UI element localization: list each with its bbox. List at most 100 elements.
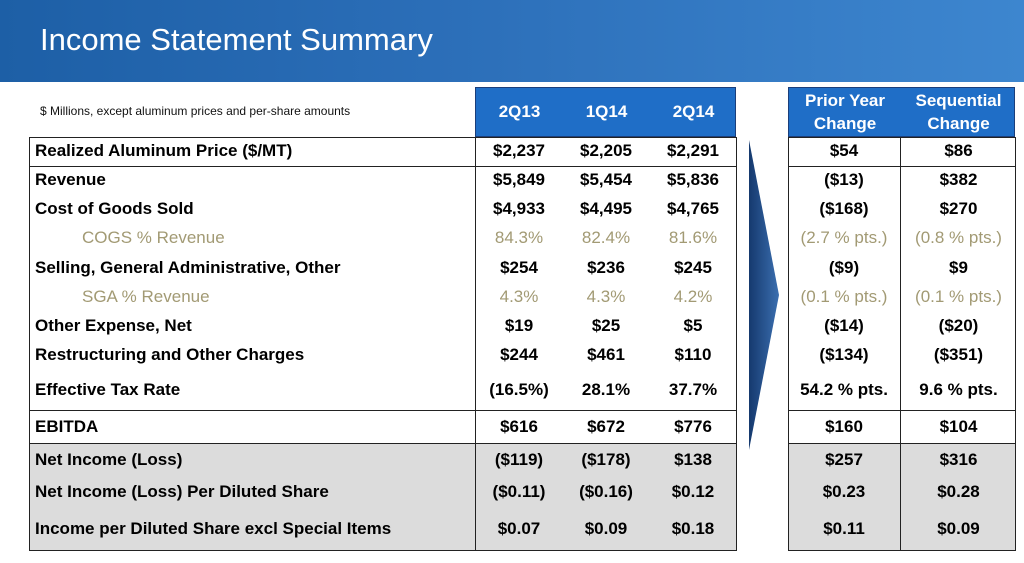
divider [788, 166, 1016, 167]
row-label: Effective Tax Rate [35, 380, 181, 399]
cell-prior-year-change: $0.11 [823, 519, 865, 538]
arrow-right-icon [749, 140, 779, 450]
cell-2q13: $2,237 [493, 141, 545, 160]
cell-2q14: $110 [674, 345, 712, 364]
row-label: Income per Diluted Share excl Special It… [35, 519, 392, 538]
divider [29, 443, 737, 444]
page-title: Income Statement Summary [40, 22, 433, 57]
cell-prior-year-change: $160 [825, 417, 863, 436]
sequential-header-line1: Sequential [915, 91, 1002, 110]
cell-2q13: 4.3% [499, 287, 539, 306]
cell-1q14: $4,495 [580, 199, 632, 218]
divider [788, 410, 1016, 411]
cell-sequential-change: 9.6 % pts. [919, 380, 998, 399]
cell-prior-year-change: ($168) [819, 199, 869, 218]
cell-2q14: $138 [674, 450, 712, 469]
cell-sequential-change: ($20) [938, 316, 979, 335]
row-label: Other Expense, Net [35, 316, 192, 335]
cell-2q13: 84.3% [494, 228, 544, 247]
cell-2q14: $2,291 [667, 141, 719, 160]
cell-sequential-change: $86 [944, 141, 973, 160]
cell-1q14: $236 [587, 258, 625, 277]
cell-sequential-change: $0.28 [937, 482, 980, 501]
cell-2q14: $5,836 [667, 170, 719, 189]
column-divider [900, 137, 901, 551]
cell-1q14: $2,205 [580, 141, 632, 160]
cell-2q13: (16.5%) [489, 380, 549, 399]
cell-sequential-change: $382 [939, 170, 978, 189]
cell-sequential-change: ($351) [933, 345, 984, 364]
cell-prior-year-change: ($13) [824, 170, 864, 189]
cell-2q14: 81.6% [668, 228, 718, 247]
row-label-sub: COGS % Revenue [82, 228, 225, 247]
cell-2q14: $5 [683, 316, 703, 335]
row-label: Restructuring and Other Charges [35, 345, 305, 364]
cell-1q14: $5,454 [580, 170, 632, 189]
cell-prior-year-change: (2.7 % pts.) [800, 228, 888, 247]
cell-1q14: 82.4% [581, 228, 631, 247]
cell-2q13: ($119) [494, 450, 544, 469]
cell-prior-year-change: (0.1 % pts.) [800, 287, 888, 306]
cell-prior-year-change: ($9) [828, 258, 860, 277]
cell-2q13: $0.07 [497, 519, 541, 538]
cell-2q13: $244 [500, 345, 538, 364]
cell-2q14: $776 [674, 417, 712, 436]
cell-sequential-change: $104 [939, 417, 978, 436]
column-divider [475, 137, 476, 551]
cell-2q14: 4.2% [673, 287, 713, 306]
cell-prior-year-change: ($14) [824, 316, 864, 335]
cell-1q14: $672 [587, 417, 625, 436]
units-note: $ Millions, except aluminum prices and p… [40, 104, 351, 118]
cell-sequential-change: $9 [949, 258, 968, 277]
cell-prior-year-change: $0.23 [822, 482, 866, 501]
cell-2q13: ($0.11) [492, 482, 546, 501]
row-label: Revenue [35, 170, 106, 189]
cell-2q14: $4,765 [667, 199, 719, 218]
row-label: EBITDA [35, 417, 99, 436]
row-label: Net Income (Loss) [35, 450, 183, 469]
row-label: Cost of Goods Sold [35, 199, 194, 218]
cell-1q14: ($0.16) [579, 482, 633, 501]
cell-sequential-change: (0.1 % pts.) [915, 287, 1002, 306]
cell-2q14: $0.12 [671, 482, 715, 501]
cell-1q14: $0.09 [584, 519, 628, 538]
cell-sequential-change: $0.09 [937, 519, 980, 538]
cell-1q14: 4.3% [586, 287, 626, 306]
sequential-header-line2: Change [927, 114, 990, 133]
column-header-1q14: 1Q14 [585, 102, 628, 121]
prior-year-header-line1: Prior Year [804, 91, 886, 110]
prior-year-header-line2: Change [813, 114, 877, 133]
column-header-2q13: 2Q13 [498, 102, 541, 121]
cell-2q14: $0.18 [671, 519, 715, 538]
cell-prior-year-change: $54 [829, 141, 859, 160]
row-label: Net Income (Loss) Per Diluted Share [35, 482, 329, 501]
cell-sequential-change: $316 [939, 450, 978, 469]
cell-1q14: $25 [591, 316, 621, 335]
income-table-shaded [30, 443, 736, 550]
cell-2q13: $4,933 [493, 199, 545, 218]
divider [29, 166, 737, 167]
cell-sequential-change: (0.8 % pts.) [915, 228, 1002, 247]
cell-2q13: $616 [500, 417, 538, 436]
row-label-sub: SGA % Revenue [82, 287, 210, 306]
divider [29, 410, 737, 411]
cell-prior-year-change: ($134) [819, 345, 869, 364]
cell-2q13: $5,849 [493, 170, 545, 189]
cell-sequential-change: $270 [939, 199, 978, 218]
period-header: 2Q13 1Q14 2Q14 [475, 87, 736, 137]
change-header: Prior Year Change Sequential Change [788, 87, 1015, 137]
column-header-2q14: 2Q14 [672, 102, 715, 121]
cell-1q14: $461 [587, 345, 625, 364]
title-bar: Income Statement Summary [0, 0, 1024, 82]
cell-2q14: 37.7% [668, 380, 718, 399]
cell-2q13: $19 [504, 316, 534, 335]
cell-1q14: ($178) [581, 450, 631, 469]
change-table-shaded [789, 443, 1015, 550]
cell-prior-year-change: 54.2 % pts. [800, 380, 888, 399]
cell-prior-year-change: $257 [825, 450, 863, 469]
cell-2q13: $254 [500, 258, 538, 277]
row-label: Selling, General Administrative, Other [35, 258, 341, 277]
divider [788, 443, 1016, 444]
row-label: Realized Aluminum Price ($/MT) [35, 141, 293, 160]
cell-2q14: $245 [674, 258, 712, 277]
